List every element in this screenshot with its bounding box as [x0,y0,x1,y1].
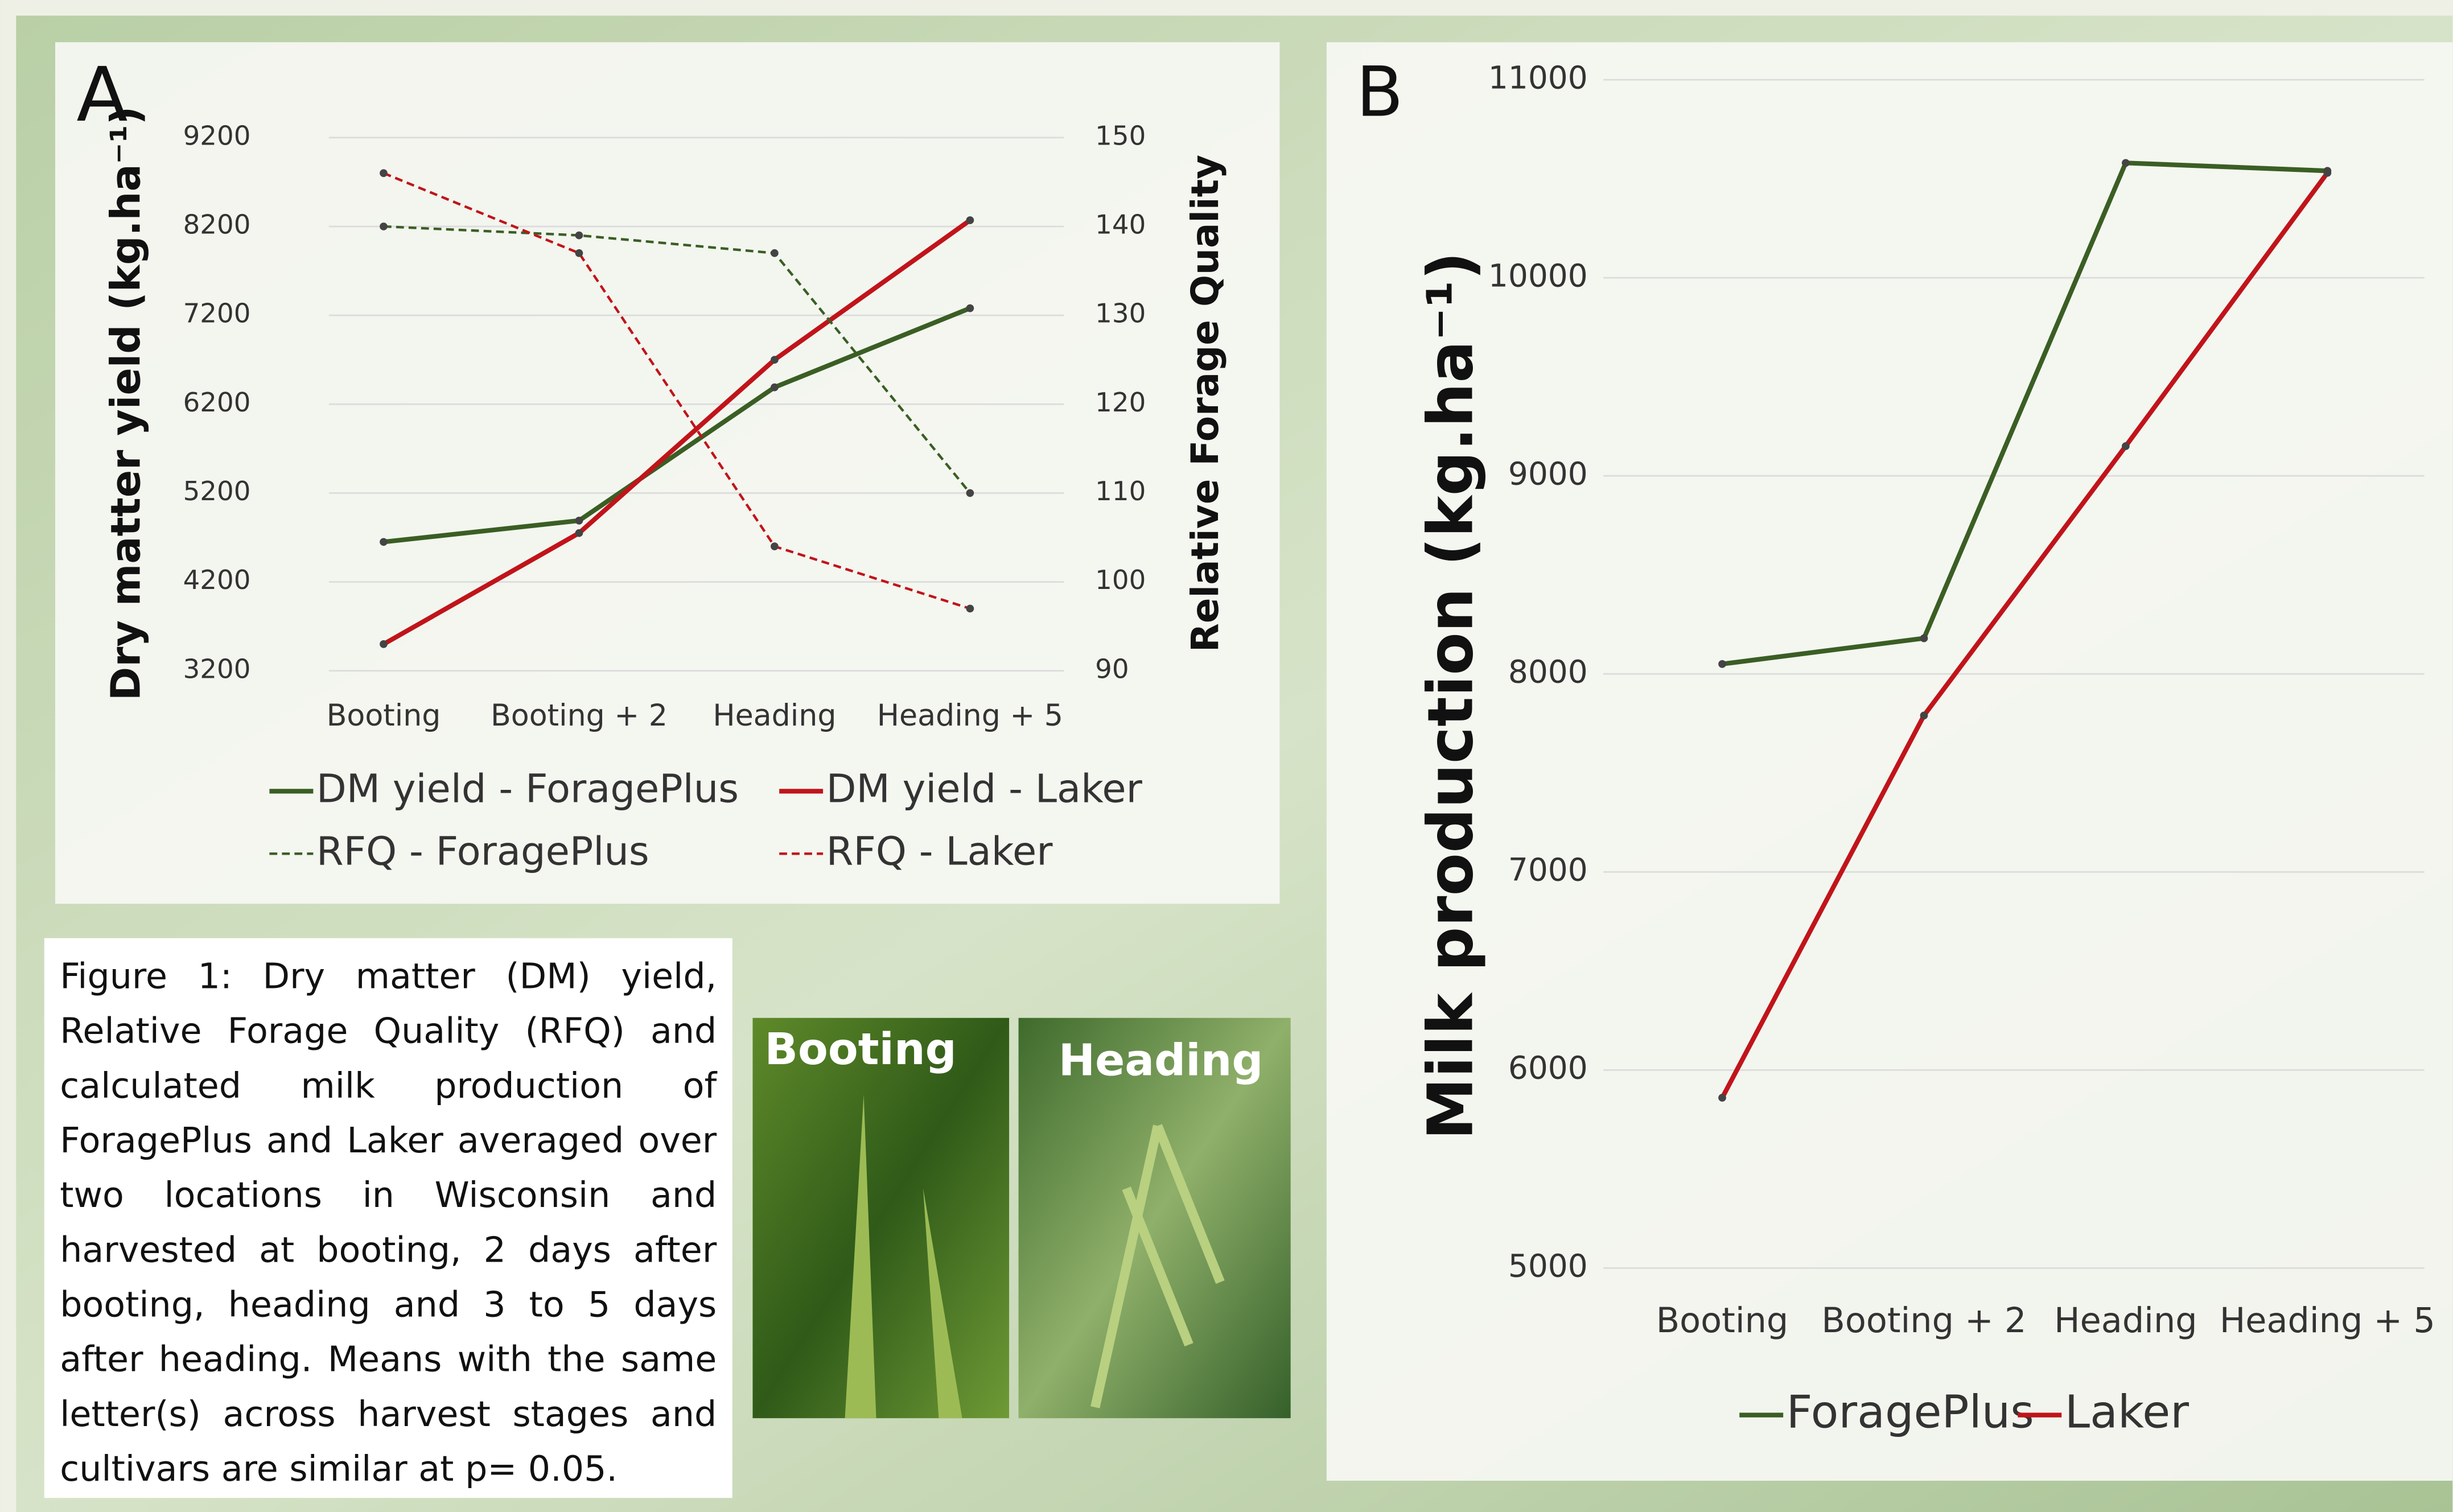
y-tick-label: 8200 [183,209,251,240]
x-tick-label: Booting [1656,1301,1789,1341]
y2-tick-label: 110 [1095,476,1146,507]
data-point [2323,169,2331,177]
x-tick-label: Booting + 2 [491,699,668,733]
legend-label: RFQ - ForagePlus [316,829,649,874]
y-tick-label: 7200 [183,299,251,329]
photo-label: Heading [1059,1035,1263,1086]
y2-tick-label: 140 [1095,209,1146,240]
data-point [575,529,583,537]
data-point [380,538,388,546]
y2-tick-label: 130 [1095,299,1146,329]
legend-label: DM yield - Laker [826,766,1143,811]
y2-tick-label: 150 [1095,121,1146,151]
x-tick-label: Heading [713,699,836,733]
y-tick-label: 5200 [183,476,251,507]
data-point [771,249,779,257]
data-point [1718,660,1726,668]
x-tick-label: Booting + 2 [1821,1301,2026,1341]
photo [752,1018,1009,1418]
y-tick-label: 4200 [183,565,251,596]
y-axis-title: Milk production (kg.ha⁻¹) [1414,252,1487,1140]
x-tick-label: Heading [2054,1301,2197,1341]
data-point [380,640,388,648]
x-tick-label: Booting [327,699,441,733]
data-point [771,542,779,550]
data-point [1920,711,1928,719]
y-tick-label: 6200 [183,388,251,418]
y2-axis-title: Relative Forage Quality [1183,155,1227,652]
poster: Figure 1: Dry matter (DM) yield, Relativ… [0,0,2453,1512]
data-point [2122,159,2130,167]
data-point [575,517,583,525]
y-tick-label: 5000 [1508,1247,1588,1284]
y-tick-label: 9000 [1508,455,1588,492]
y2-tick-label: 120 [1095,388,1146,418]
x-tick-label: Heading + 5 [2220,1301,2435,1341]
data-point [966,216,974,224]
data-point [966,304,974,312]
y-tick-label: 6000 [1508,1049,1588,1086]
y-tick-label: 10000 [1488,257,1588,294]
y2-tick-label: 90 [1095,654,1129,685]
legend-label: RFQ - Laker [826,829,1053,874]
y2-tick-label: 100 [1095,565,1146,596]
legend-label: ForagePlus [1787,1386,2034,1439]
legend-label: DM yield - ForagePlus [316,766,739,811]
data-point [575,232,583,240]
page: {"chart_data":[ {"type":"line","panel":"… [0,0,2453,1512]
caption: Figure 1: Dry matter (DM) yield, Relativ… [44,938,732,1498]
y-tick-label: 7000 [1508,851,1588,888]
data-point [575,249,583,257]
data-point [380,223,388,230]
y-tick-label: 3200 [183,654,251,685]
y-axis-title: Dry matter yield (kg.ha⁻¹) [102,106,150,701]
data-point [1920,635,1928,642]
data-point [771,384,779,392]
y-tick-label: 8000 [1508,653,1588,690]
y-tick-label: 11000 [1488,59,1588,96]
data-point [1718,1094,1726,1102]
panel-letter: B [1356,52,1404,133]
legend-label: Laker [2065,1386,2189,1439]
x-tick-label: Heading + 5 [877,699,1063,733]
data-point [966,605,974,613]
caption-holder: Figure 1: Dry matter (DM) yield, Relativ… [44,938,732,1498]
data-point [380,169,388,177]
y-tick-label: 9200 [183,121,251,151]
data-point [2122,442,2130,450]
data-point [966,489,974,497]
photo-label: Booting [764,1024,956,1075]
data-point [771,356,779,364]
